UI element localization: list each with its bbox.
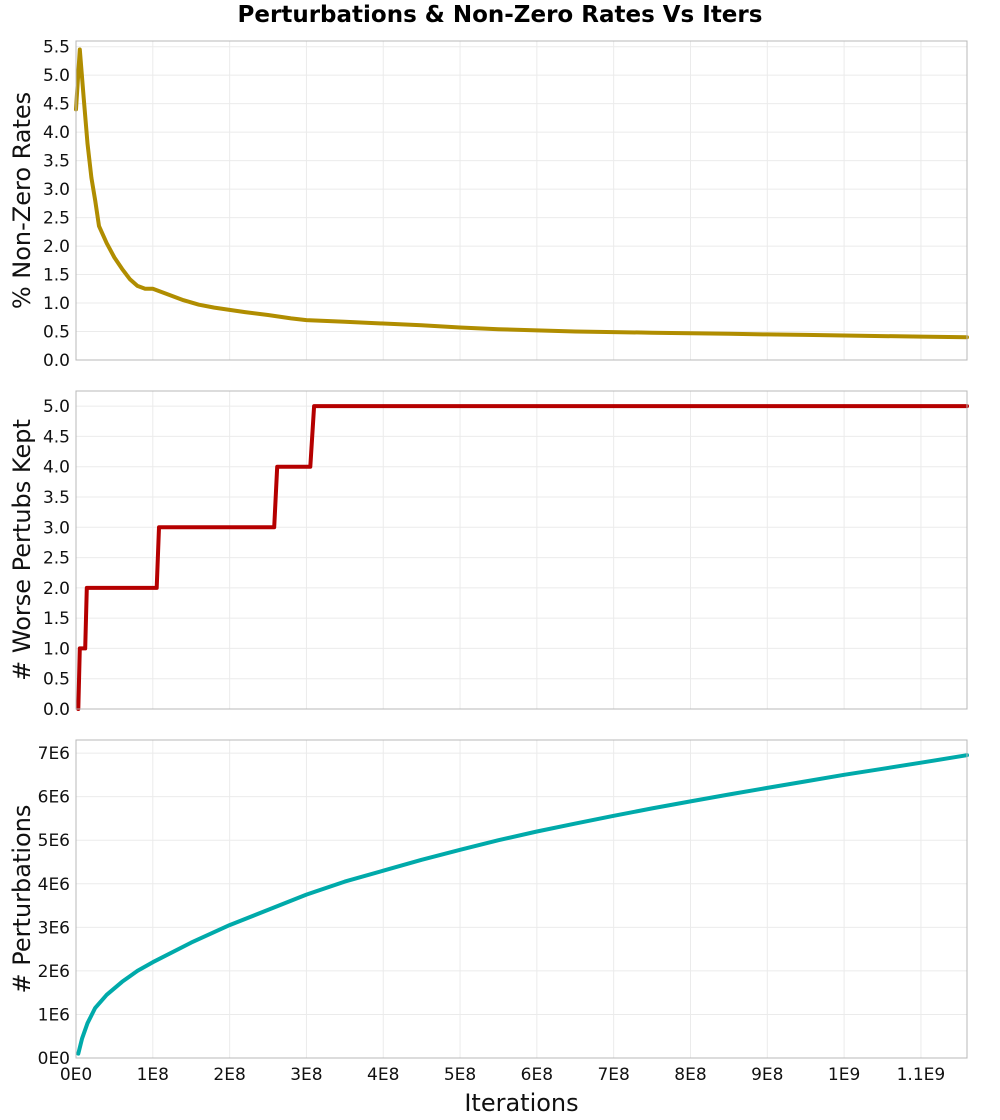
y-tick-label-bottom-7: 7E6 [38,744,70,764]
y-tick-label-middle-6: 3.0 [43,518,70,538]
x-tick-label-11: 1.1E9 [897,1065,946,1085]
plot-area-top [76,41,967,360]
y-tick-label-top-8: 4.0 [43,123,70,143]
y-tick-label-top-7: 3.5 [43,152,70,172]
y-axis-title-bottom: # Perturbations [8,805,36,994]
x-axis-title: Iterations [464,1089,578,1117]
x-tick-label-10: 1E9 [828,1065,860,1085]
plot-frame-middle [75,390,968,710]
y-tick-label-top-6: 3.0 [43,180,70,200]
y-tick-label-top-0: 0.0 [43,351,70,371]
x-tick-label-1: 1E8 [137,1065,169,1085]
y-tick-label-bottom-6: 6E6 [38,788,70,808]
plot-area-bottom [76,740,967,1058]
chart-title: Perturbations & Non-Zero Rates Vs Iters [237,2,763,28]
y-tick-label-top-5: 2.5 [43,209,70,229]
y-tick-label-top-9: 4.5 [43,95,70,115]
y-tick-label-middle-7: 3.5 [43,488,70,508]
y-axis-title-top: % Non-Zero Rates [8,92,36,309]
x-tick-label-2: 2E8 [213,1065,245,1085]
plot-frame-top [75,40,968,361]
series-line-middle-0 [76,404,969,711]
y-tick-label-bottom-2: 2E6 [38,962,70,982]
y-tick-label-middle-1: 0.5 [43,670,70,690]
plot-frame-bottom [75,739,968,1059]
y-tick-label-top-3: 1.5 [43,266,70,286]
x-tick-label-7: 7E8 [597,1065,629,1085]
y-tick-label-middle-0: 0.0 [43,700,70,720]
x-tick-label-9: 9E8 [751,1065,783,1085]
series-line-top-0 [74,47,969,340]
y-tick-label-middle-4: 2.0 [43,579,70,599]
x-tick-label-6: 6E8 [521,1065,553,1085]
y-tick-label-bottom-3: 3E6 [38,918,70,938]
y-tick-label-bottom-1: 1E6 [38,1005,70,1025]
y-tick-label-top-4: 2.0 [43,237,70,257]
y-tick-label-middle-3: 1.5 [43,609,70,629]
x-tick-label-8: 8E8 [674,1065,706,1085]
y-tick-label-middle-5: 2.5 [43,549,70,569]
x-tick-label-4: 4E8 [367,1065,399,1085]
y-tick-label-middle-2: 1.0 [43,639,70,659]
y-tick-label-bottom-0: 0E0 [38,1049,70,1069]
plot-area-middle [76,391,967,709]
y-tick-label-bottom-5: 5E6 [38,831,70,851]
series-line-bottom-0 [76,753,969,1056]
y-tick-label-top-10: 5.0 [43,66,70,86]
x-tick-label-0: 0E0 [60,1065,92,1085]
y-tick-label-top-1: 0.5 [43,323,70,343]
y-axis-title-middle: # Worse Pertubs Kept [8,419,36,681]
x-tick-label-5: 5E8 [444,1065,476,1085]
y-tick-label-top-2: 1.0 [43,294,70,314]
y-tick-label-middle-8: 4.0 [43,458,70,478]
y-tick-label-bottom-4: 4E6 [38,875,70,895]
x-tick-label-3: 3E8 [290,1065,322,1085]
y-tick-label-middle-9: 4.5 [43,427,70,447]
y-tick-label-middle-10: 5.0 [43,397,70,417]
y-tick-label-top-11: 5.5 [43,38,70,58]
